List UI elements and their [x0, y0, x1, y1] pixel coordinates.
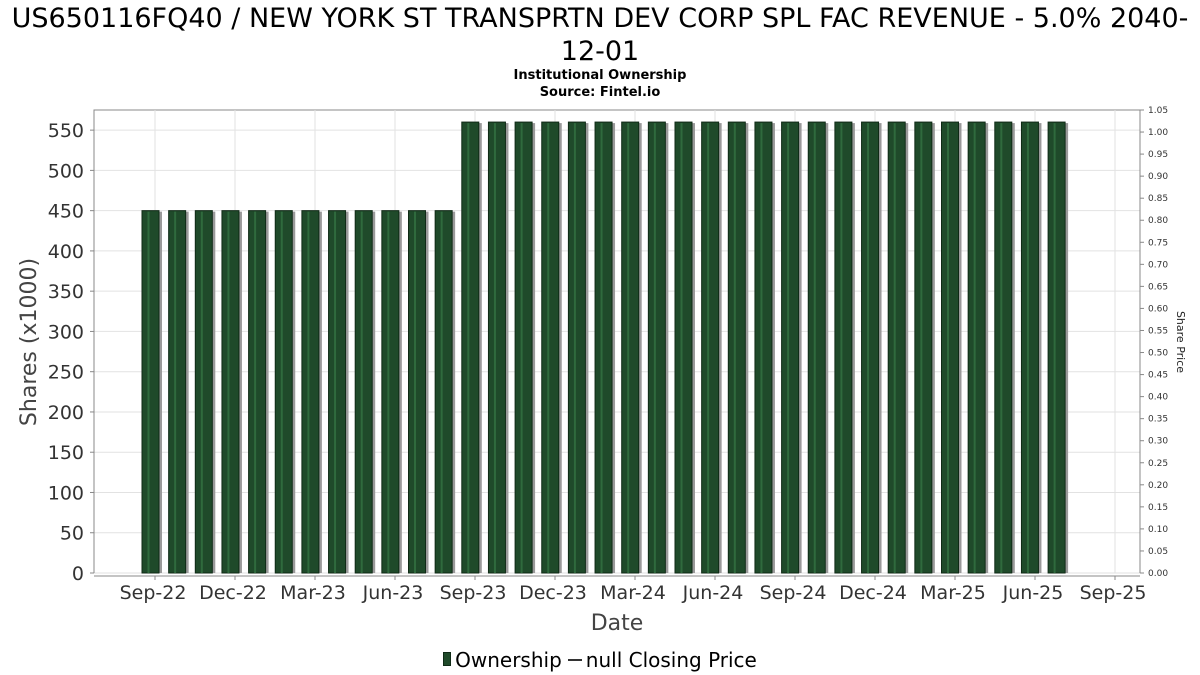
x-tick-label: Sep-22: [120, 582, 187, 604]
ownership-legend-swatch: [443, 652, 452, 666]
ownership-bar: [194, 210, 213, 574]
ownership-bar: [301, 210, 320, 574]
y2-tick-label: 0.50: [1148, 349, 1168, 359]
ownership-bar: [754, 121, 773, 574]
legend-closing-price-label: null Closing Price: [585, 648, 757, 672]
ownership-bar: [1020, 121, 1039, 574]
y2-tick-label: 0.65: [1148, 282, 1168, 292]
ownership-bar: [967, 121, 986, 574]
y2-tick-label: 0.05: [1148, 547, 1168, 557]
y-tick-label: 50: [60, 523, 84, 545]
ownership-bar: [781, 121, 800, 574]
y-axis-label: Shares (x1000): [17, 258, 42, 426]
ownership-bar: [274, 210, 293, 574]
y2-tick-label: 0.30: [1148, 437, 1168, 447]
y-tick-label: 450: [48, 201, 84, 223]
ownership-bar: [248, 210, 267, 574]
ownership-bar: [621, 121, 640, 574]
ownership-bar: [541, 121, 560, 574]
ownership-bar: [328, 210, 347, 574]
y2-tick-label: 1.00: [1148, 128, 1168, 138]
y2-tick-label: 0.75: [1148, 238, 1168, 248]
ownership-bar: [727, 121, 746, 574]
y2-tick-label: 0.70: [1148, 260, 1168, 270]
ownership-bar: [701, 121, 720, 574]
x-tick-label: Jun-25: [1002, 582, 1064, 604]
ownership-bar: [408, 210, 426, 574]
x-tick-label: Jun-23: [362, 582, 424, 604]
y2-tick-label: 0.90: [1148, 172, 1168, 182]
ownership-bar: [434, 210, 453, 574]
y-tick-label: 400: [48, 241, 84, 263]
x-tick-label: Mar-24: [600, 582, 666, 604]
ownership-bar: [461, 121, 480, 574]
ownership-bar: [807, 121, 826, 574]
x-tick-label: Sep-24: [760, 582, 827, 604]
y-tick-label: 200: [48, 402, 84, 424]
ownership-bar: [861, 121, 880, 574]
y2-tick-label: 0.15: [1148, 503, 1168, 513]
x-tick-label: Dec-22: [199, 582, 267, 604]
ownership-bar: [994, 121, 1013, 574]
closing-price-legend-line: [567, 659, 582, 661]
x-tick-label: Mar-23: [280, 582, 346, 604]
y2-tick-label: 0.10: [1148, 525, 1168, 535]
y-tick-label: 100: [48, 482, 84, 504]
x-tick-label: Sep-25: [1080, 582, 1147, 604]
chart-source: Source: Fintel.io: [539, 85, 661, 100]
y-tick-label: 150: [48, 442, 84, 464]
ownership-bar: [487, 121, 506, 574]
y2-tick-label: 0.45: [1148, 371, 1168, 381]
ownership-bar: [834, 121, 853, 574]
ownership-bar: [221, 210, 240, 574]
y2-tick-label: 0.00: [1148, 569, 1168, 579]
ownership-bar: [141, 210, 160, 574]
ownership-bar: [1047, 121, 1066, 574]
y-tick-label: 550: [48, 120, 84, 142]
ownership-bar: [514, 121, 533, 574]
ownership-bar: [941, 121, 959, 574]
ownership-bar: [887, 121, 906, 574]
ownership-bar: [381, 210, 400, 574]
legend-ownership-label: Ownership: [455, 648, 562, 672]
ownership-bar: [567, 121, 586, 574]
y-tick-label: 500: [48, 160, 84, 182]
y-tick-label: 300: [48, 321, 84, 343]
y2-tick-label: 0.85: [1148, 194, 1168, 204]
ownership-bar: [914, 121, 933, 574]
y-tick-label: 0: [72, 563, 84, 585]
y2-axis-label: Share Price: [1174, 311, 1187, 373]
x-tick-label: Jun-24: [682, 582, 744, 604]
x-tick-label: Sep-23: [440, 582, 507, 604]
ownership-bar: [594, 121, 613, 574]
y2-tick-label: 0.25: [1148, 459, 1168, 469]
ownership-bar: [168, 210, 187, 574]
x-axis-label: Date: [591, 611, 644, 636]
y2-tick-label: 1.05: [1148, 106, 1168, 116]
y-tick-label: 250: [48, 362, 84, 384]
ownership-bar: [354, 210, 373, 574]
y2-tick-label: 0.95: [1148, 150, 1168, 160]
ownership-bar: [647, 121, 666, 574]
y2-tick-label: 0.60: [1148, 304, 1168, 314]
chart-legend: Ownership null Closing Price: [0, 648, 1200, 672]
y2-tick-label: 0.35: [1148, 415, 1168, 425]
y-tick-label: 350: [48, 281, 84, 303]
ownership-bar: [674, 121, 693, 574]
chart-subtitle: Institutional Ownership: [513, 68, 687, 83]
y2-tick-label: 0.40: [1148, 393, 1168, 403]
chart-title: US650116FQ40 / NEW YORK ST TRANSPRTN DEV…: [11, 3, 1189, 67]
x-tick-label: Dec-24: [839, 582, 907, 604]
y2-tick-label: 0.80: [1148, 216, 1168, 226]
x-tick-label: Mar-25: [920, 582, 986, 604]
y2-tick-label: 0.20: [1148, 481, 1168, 491]
y2-tick-label: 0.55: [1148, 326, 1168, 336]
x-tick-label: Dec-23: [519, 582, 587, 604]
